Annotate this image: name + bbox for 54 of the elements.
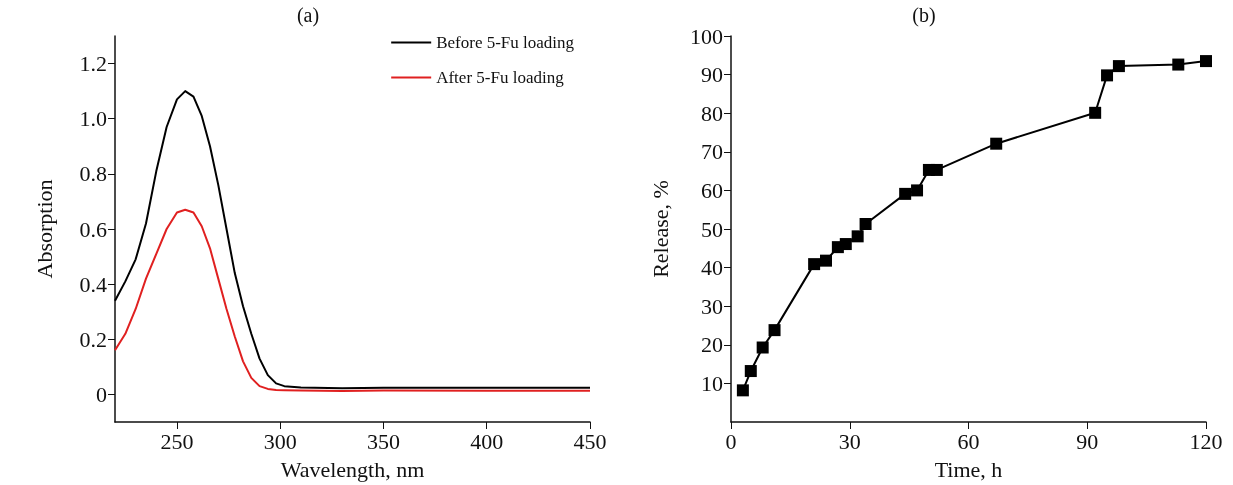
chart-title: (a): [296, 4, 320, 27]
y-tick-label: 0.2: [79, 326, 107, 352]
y-tick-label: 80: [701, 100, 723, 126]
x-axis-title: Time, h: [934, 456, 1003, 482]
point: [851, 230, 864, 243]
point: [990, 137, 1003, 150]
point: [1112, 60, 1125, 73]
y-tick-label: 1.2: [79, 51, 107, 77]
x-tick-label: 60: [957, 428, 980, 454]
point: [820, 254, 832, 267]
y-tick-label: 0: [96, 381, 107, 407]
point: [899, 187, 912, 200]
point: [930, 163, 943, 176]
x-tick-label: 90: [1076, 428, 1099, 454]
point: [1089, 106, 1102, 119]
line-series: [114, 90, 591, 390]
y-tick-label: 60: [701, 177, 723, 203]
point: [808, 258, 821, 271]
x-tick-label: 350: [366, 428, 400, 454]
x-tick-label: 300: [263, 428, 297, 454]
point: [1101, 69, 1114, 82]
y-tick-label: 20: [701, 332, 723, 358]
chart-title: (b): [912, 4, 936, 27]
y-tick-label: 0.6: [79, 216, 107, 242]
point: [839, 238, 852, 251]
point: [768, 324, 781, 337]
legend-label: After 5-Fu loading: [436, 68, 565, 88]
point: [1172, 58, 1185, 71]
y-tick-label: 40: [701, 255, 723, 281]
x-tick-label: 400: [470, 428, 504, 454]
y-tick-label: 0.8: [79, 161, 107, 187]
y-axis-title: Absorption: [31, 179, 57, 279]
y-tick-label: 10: [701, 370, 723, 396]
x-tick-label: 250: [160, 428, 194, 454]
y-axis-title: Release, %: [647, 180, 673, 278]
y-tick-label: 0.4: [79, 271, 107, 297]
y-tick-label: 70: [701, 139, 723, 165]
x-tick-label: 450: [573, 428, 607, 454]
y-tick-label: 100: [690, 23, 723, 49]
y-tick-label: 1.0: [79, 106, 107, 132]
point: [859, 217, 872, 230]
y-tick-label: 30: [701, 293, 723, 319]
legend-label: Before 5-Fu loading: [436, 33, 575, 53]
y-tick-label: 50: [701, 216, 723, 242]
x-tick-label: 120: [1189, 428, 1223, 454]
x-axis-title: Wavelength, nm: [280, 456, 425, 482]
y-tick-label: 90: [701, 62, 723, 88]
point: [744, 365, 757, 378]
line-series: [114, 208, 591, 393]
x-tick-label: 30: [838, 428, 861, 454]
point: [756, 341, 769, 354]
point: [911, 184, 924, 197]
point: [1200, 55, 1212, 68]
point: [736, 384, 749, 397]
